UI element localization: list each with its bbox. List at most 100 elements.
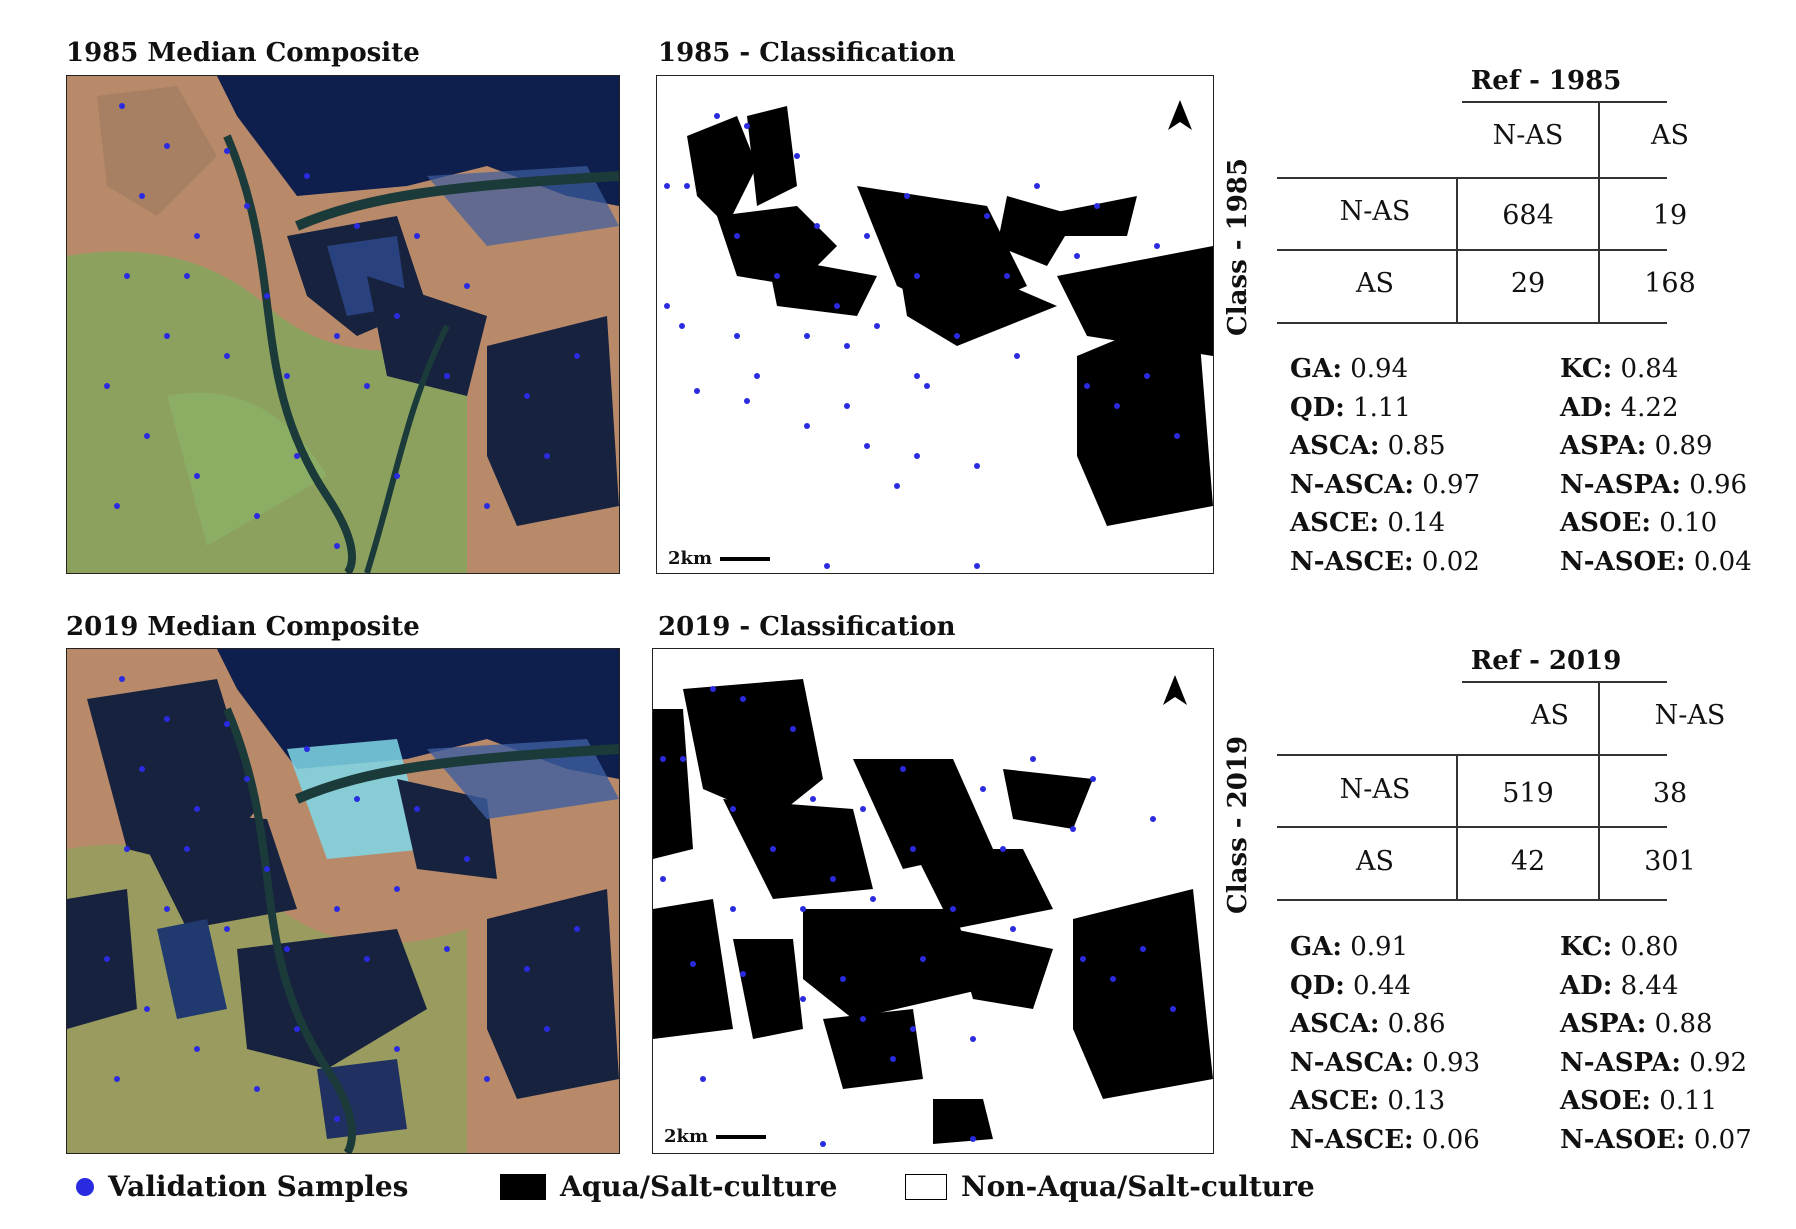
metric-key: ASCE: xyxy=(1290,508,1380,538)
metric-value: 0.89 xyxy=(1646,431,1713,461)
matrix-1985-lines xyxy=(1277,101,1667,324)
metric-key: ASPA: xyxy=(1560,431,1647,461)
metric-item: QD: 0.44 xyxy=(1290,967,1560,1006)
metric-value: 0.93 xyxy=(1413,1047,1481,1078)
metric-item: ASCA: 0.86 xyxy=(1290,1005,1560,1044)
metric-item: KC: 0.84 xyxy=(1560,350,1780,389)
metric-value: 0.04 xyxy=(1685,546,1752,577)
metric-key: ASCA: xyxy=(1290,431,1380,461)
metric-value: 0.91 xyxy=(1341,932,1409,962)
metric-item: ASPA: 0.88 xyxy=(1560,1005,1780,1044)
metric-key: AD: xyxy=(1560,970,1613,1001)
metric-item: ASCA: 0.85 xyxy=(1290,427,1560,466)
metrics-2019: GA: 0.91 KC: 0.80 QD: 0.44 AD: 8.44 ASCA: 0.… xyxy=(1290,928,1780,1159)
metric-key: ASCE: xyxy=(1290,1086,1380,1116)
matrix-2019-lines xyxy=(1277,681,1667,901)
metric-key: N-ASCA: xyxy=(1290,1047,1414,1078)
metric-key: ASPA: xyxy=(1560,1009,1647,1039)
scale-bar-1985: 2km xyxy=(668,548,771,569)
metric-value: 1.11 xyxy=(1344,392,1411,423)
metric-row: QD: 0.44 AD: 8.44 xyxy=(1290,967,1780,1006)
matrix-2019-cell-0-1: 38 xyxy=(1652,778,1688,809)
metric-item: N-ASOE: 0.07 xyxy=(1560,1121,1780,1160)
sample-dot-icon xyxy=(76,1177,94,1196)
metric-key: QD: xyxy=(1290,392,1345,423)
metric-value: 0.92 xyxy=(1680,1047,1748,1078)
metric-key: N-ASPA: xyxy=(1560,1047,1681,1078)
matrix-1985-cell-0-0: 684 xyxy=(1502,200,1554,231)
matrix-1985-row-1-label: AS xyxy=(1356,268,1394,299)
class-2019-label: Class - 2019 xyxy=(1223,736,1253,914)
metric-row: QD: 1.11 AD: 4.22 xyxy=(1290,389,1780,428)
metric-item: N-ASPA: 0.92 xyxy=(1560,1044,1780,1083)
metric-item: QD: 1.11 xyxy=(1290,389,1560,428)
metric-value: 0.13 xyxy=(1379,1086,1446,1116)
matrix-2019-row-0-label: N-AS xyxy=(1339,774,1411,805)
metric-item: N-ASCE: 0.02 xyxy=(1290,543,1560,582)
legend-non-aqua: Non-Aqua/Salt-culture xyxy=(905,1170,1315,1203)
metric-item: ASPA: 0.89 xyxy=(1560,427,1780,466)
metric-key: N-ASPA: xyxy=(1560,469,1681,500)
metric-row: N-ASCE: 0.02 N-ASOE: 0.04 xyxy=(1290,543,1780,582)
north-arrow-icon xyxy=(1163,675,1187,709)
metric-row: GA: 0.94 KC: 0.84 xyxy=(1290,350,1780,389)
legend-aqua: Aqua/Salt-culture xyxy=(500,1170,837,1203)
metric-key: ASOE: xyxy=(1560,1086,1652,1116)
ref-2019-label: Ref - 2019 xyxy=(1470,646,1622,676)
metric-key: GA: xyxy=(1290,932,1342,962)
ref-1985-label: Ref - 1985 xyxy=(1470,66,1622,96)
legend-aqua-label: Aqua/Salt-culture xyxy=(560,1170,838,1203)
metric-value: 4.22 xyxy=(1612,392,1679,423)
metric-key: N-ASCE: xyxy=(1290,546,1414,577)
metric-item: GA: 0.91 xyxy=(1290,928,1560,967)
composite-2019-map xyxy=(66,648,620,1154)
matrix-1985-cell-1-1: 168 xyxy=(1644,268,1696,299)
aqua-swatch-icon xyxy=(500,1173,546,1200)
metric-value: 0.88 xyxy=(1646,1009,1713,1039)
metric-row: N-ASCA: 0.93 N-ASPA: 0.92 xyxy=(1290,1044,1780,1083)
metric-value: 0.80 xyxy=(1612,932,1679,962)
metric-item: ASOE: 0.10 xyxy=(1560,504,1780,543)
legend-samples-label: Validation Samples xyxy=(108,1170,409,1203)
metric-value: 0.14 xyxy=(1379,508,1446,538)
metric-value: 0.97 xyxy=(1413,469,1481,500)
legend-samples: Validation Samples xyxy=(76,1170,408,1203)
metric-key: N-ASCE: xyxy=(1290,1124,1414,1155)
metric-row: ASCA: 0.86 ASPA: 0.88 xyxy=(1290,1005,1780,1044)
metric-key: ASCA: xyxy=(1290,1009,1380,1039)
metric-item: KC: 0.80 xyxy=(1560,928,1780,967)
metric-key: KC: xyxy=(1560,932,1613,962)
metric-item: AD: 8.44 xyxy=(1560,967,1780,1006)
scale-bar-2019: 2km xyxy=(664,1126,767,1147)
class-1985-label: Class - 1985 xyxy=(1223,158,1253,336)
non-aqua-swatch-icon xyxy=(905,1173,947,1200)
composite-1985-map xyxy=(66,75,620,574)
legend-non-aqua-label: Non-Aqua/Salt-culture xyxy=(961,1170,1315,1203)
metric-key: N-ASCA: xyxy=(1290,469,1414,500)
metric-item: N-ASCA: 0.93 xyxy=(1290,1044,1560,1083)
metric-item: GA: 0.94 xyxy=(1290,350,1560,389)
metric-value: 0.44 xyxy=(1344,970,1411,1001)
metric-item: N-ASCA: 0.97 xyxy=(1290,466,1560,505)
matrix-2019-cell-1-1: 301 xyxy=(1644,846,1696,877)
matrix-2019-col-0: AS xyxy=(1531,700,1569,731)
metric-value: 0.85 xyxy=(1379,431,1446,461)
metric-item: N-ASCE: 0.06 xyxy=(1290,1121,1560,1160)
matrix-1985-cell-0-1: 19 xyxy=(1652,200,1688,231)
scale-label-2019: 2km xyxy=(664,1126,709,1147)
classification-1985-map xyxy=(656,75,1214,574)
metrics-1985: GA: 0.94 KC: 0.84 QD: 1.11 AD: 4.22 ASCA: 0.… xyxy=(1290,350,1780,581)
matrix-2019-cell-0-0: 519 xyxy=(1502,778,1554,809)
matrix-1985-col-0: N-AS xyxy=(1492,120,1564,151)
metric-item: ASCE: 0.13 xyxy=(1290,1082,1560,1121)
metric-key: KC: xyxy=(1560,354,1613,384)
metric-value: 0.84 xyxy=(1612,354,1679,384)
metric-key: N-ASOE: xyxy=(1560,546,1686,577)
metric-value: 0.06 xyxy=(1413,1124,1480,1155)
metric-value: 0.86 xyxy=(1379,1009,1446,1039)
composite-1985-title: 1985 Median Composite xyxy=(66,38,420,68)
metric-value: 0.07 xyxy=(1685,1124,1752,1155)
metric-row: GA: 0.91 KC: 0.80 xyxy=(1290,928,1780,967)
metric-value: 0.10 xyxy=(1651,508,1718,538)
metric-value: 0.96 xyxy=(1680,469,1748,500)
